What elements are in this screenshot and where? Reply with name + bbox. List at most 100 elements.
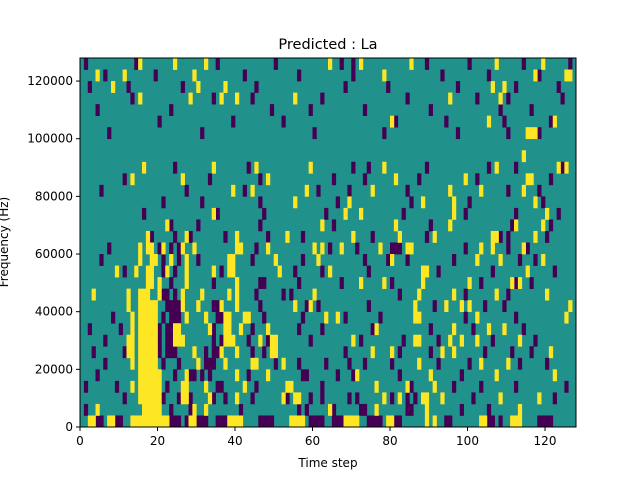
heatmap-cell-low <box>219 334 224 347</box>
heatmap-cell-low <box>250 323 255 336</box>
heatmap-cell-high <box>541 219 546 232</box>
heatmap-cell-low <box>343 311 348 324</box>
heatmap-cell-low <box>223 230 228 243</box>
heatmap-cell-high <box>138 392 143 405</box>
heatmap-cell-high <box>153 254 158 266</box>
heatmap-cell-low <box>401 334 406 347</box>
heatmap-cell-high <box>494 161 499 174</box>
heatmap-cell-low <box>308 415 313 428</box>
x-tick-label: 120 <box>534 434 557 448</box>
heatmap-cell-low <box>382 127 387 140</box>
heatmap-cell-high <box>173 334 178 347</box>
heatmap-cell-high <box>134 265 139 278</box>
heatmap-cell-low <box>514 81 519 93</box>
heatmap-cell-low <box>490 265 495 278</box>
heatmap-cell-low <box>471 392 476 405</box>
heatmap-cell-low <box>289 288 294 301</box>
heatmap-cell-high <box>537 392 542 405</box>
heatmap-cell-low <box>258 415 263 428</box>
heatmap-cell-low <box>506 92 511 105</box>
heatmap-cell-high <box>142 380 147 393</box>
heatmap-cell-low <box>215 311 220 324</box>
heatmap-cell-high <box>320 242 325 255</box>
heatmap-cell-high <box>180 300 185 313</box>
heatmap-cell-high <box>153 403 158 416</box>
heatmap-cell-high <box>142 415 147 428</box>
x-axis: 0 20 40 60 80 100 120 <box>76 427 556 448</box>
heatmap-cell-low <box>397 369 402 382</box>
heatmap-cell-high <box>126 346 131 359</box>
heatmap-cell-high <box>192 69 197 82</box>
heatmap-cell-low <box>370 415 375 428</box>
heatmap-cell-high <box>149 392 154 405</box>
heatmap-cell-low <box>192 369 197 382</box>
heatmap-cell-high <box>130 415 135 428</box>
heatmap-cell-high <box>498 392 503 405</box>
heatmap-cell-high <box>304 184 309 197</box>
heatmap-cell-high <box>529 173 534 186</box>
heatmap-cell-high <box>273 334 278 347</box>
heatmap-cell-high <box>173 323 178 336</box>
heatmap-cell-low <box>541 196 546 209</box>
heatmap-cell-high <box>219 92 224 105</box>
heatmap-cell-low <box>459 403 464 416</box>
heatmap-cells <box>80 58 576 428</box>
heatmap-cell-high <box>142 311 147 324</box>
heatmap-cell-high <box>382 277 387 289</box>
heatmap-cell-low <box>285 392 290 405</box>
heatmap-cell-low <box>130 92 135 105</box>
heatmap-cell-high <box>204 311 209 324</box>
heatmap-cell-high <box>200 288 205 301</box>
heatmap-cell-low <box>529 346 534 359</box>
heatmap-cell-high <box>564 311 569 324</box>
heatmap-cell-low <box>211 300 216 313</box>
heatmap-cell-low <box>362 357 368 370</box>
heatmap-cell-high <box>184 369 189 382</box>
heatmap-cell-low <box>173 369 178 382</box>
heatmap-cell-low <box>250 254 255 266</box>
heatmap-cell-low <box>204 346 209 359</box>
heatmap-cell-high <box>246 311 251 324</box>
heatmap-cell-high <box>126 300 131 313</box>
heatmap-cell-low <box>537 415 542 428</box>
heatmap-cell-high <box>359 277 364 289</box>
heatmap-cell-high <box>475 254 480 266</box>
heatmap-cell-low <box>300 369 306 382</box>
heatmap-cell-low <box>308 392 313 405</box>
heatmap-cell-low <box>99 184 104 197</box>
heatmap-cell-low <box>514 311 519 324</box>
heatmap-cell-low <box>188 392 193 405</box>
heatmap-cell-high <box>145 300 151 313</box>
heatmap-cell-low <box>568 58 573 70</box>
heatmap-cell-low <box>161 392 166 405</box>
heatmap-cell-high <box>184 265 189 278</box>
heatmap-cell-high <box>111 415 116 428</box>
heatmap-cell-high <box>397 230 402 243</box>
heatmap-cell-low <box>169 311 174 324</box>
heatmap-cell-low <box>405 403 410 416</box>
heatmap-cell-high <box>223 311 228 324</box>
heatmap-cell-high <box>130 323 135 336</box>
heatmap-cell-high <box>153 369 158 382</box>
heatmap-cell-low <box>211 92 216 105</box>
heatmap-cell-high <box>300 415 306 428</box>
heatmap-cell-high <box>448 334 453 347</box>
heatmap-cell-high <box>188 415 193 428</box>
heatmap-cell-low <box>134 58 139 70</box>
heatmap-cell-low <box>122 173 127 186</box>
heatmap-cell-low <box>556 207 561 220</box>
heatmap-cell-low <box>161 265 166 278</box>
heatmap-cell-low <box>436 334 441 347</box>
heatmap-cell-high <box>386 415 391 428</box>
heatmap-cell-low <box>207 357 213 370</box>
heatmap-cell-low <box>211 392 216 405</box>
heatmap-cell-high <box>490 242 495 255</box>
heatmap-cell-low <box>486 69 492 82</box>
heatmap-cell-high <box>235 288 240 301</box>
heatmap-cell-high <box>483 415 488 428</box>
y-tick-label: 20000 <box>35 362 73 376</box>
heatmap-cell-high <box>293 392 298 405</box>
heatmap-cell-low <box>343 81 348 93</box>
heatmap-cell-low <box>498 415 503 428</box>
heatmap-cell-high <box>552 115 557 128</box>
